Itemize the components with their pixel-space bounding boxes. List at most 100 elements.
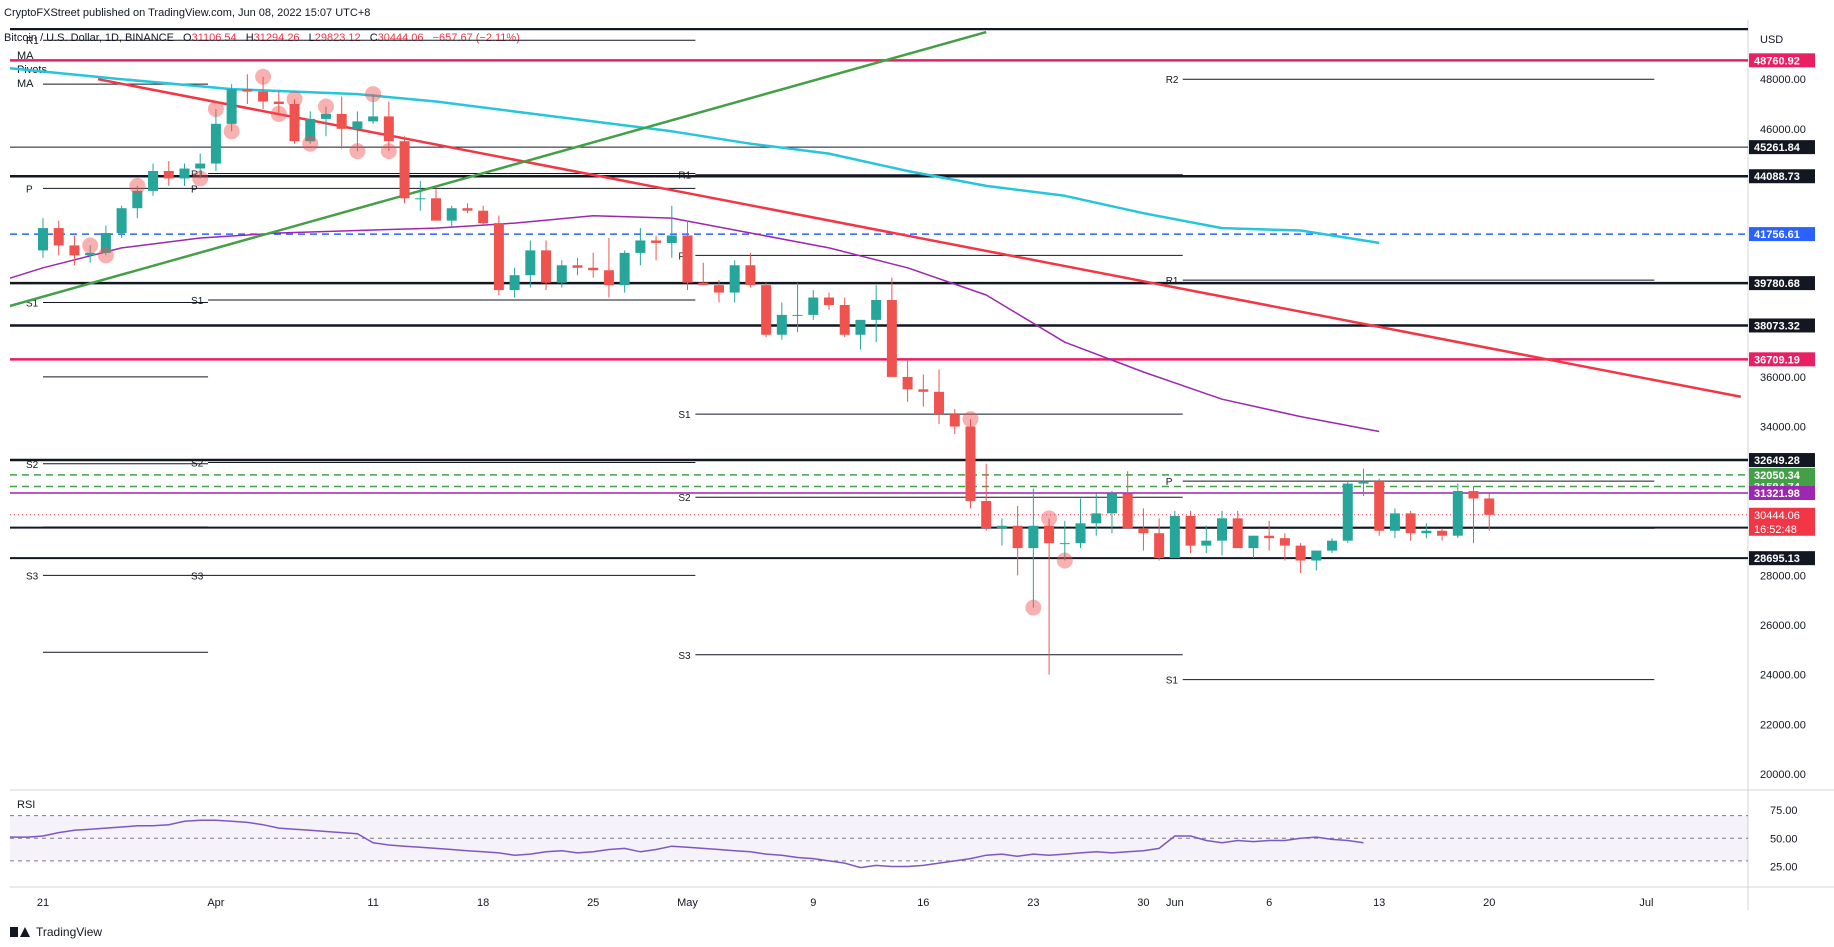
x-tick-label: 13 <box>1373 897 1385 909</box>
candle <box>855 319 866 350</box>
candle-body <box>1295 545 1306 561</box>
swing-point-marker <box>223 123 240 140</box>
pivot-label-s3: S3 <box>678 651 691 662</box>
candle-body <box>1185 515 1196 546</box>
candle-body <box>713 285 724 293</box>
level-price-label: 39780.68 <box>1754 278 1800 290</box>
uptrend-trendline <box>10 30 987 308</box>
x-tick-label: 6 <box>1266 897 1272 909</box>
candle-body <box>588 267 599 271</box>
candle-body <box>839 304 850 335</box>
pivot-label-s1: S1 <box>678 410 691 421</box>
candle-body <box>163 170 174 179</box>
y-tick-label: 34000.00 <box>1760 422 1806 434</box>
candle-body <box>572 265 583 268</box>
ohlc-line: Bitcoin / U.S. Dollar, 1D, BINANCE O3110… <box>4 32 520 44</box>
candle-body <box>1154 533 1165 559</box>
candle <box>1138 508 1149 551</box>
pivot-label-s2: S2 <box>191 459 204 470</box>
candle <box>1311 550 1322 571</box>
candle <box>116 205 127 238</box>
currency-label: USD <box>1760 34 1783 46</box>
candle <box>352 111 363 152</box>
candle-body <box>965 426 976 501</box>
y-tick-label: 24000.00 <box>1760 670 1806 682</box>
candle <box>1217 510 1227 556</box>
candle <box>556 260 567 288</box>
candle-body <box>478 210 489 224</box>
x-tick-label: 16 <box>917 897 929 909</box>
pivot-label-s1: S1 <box>26 298 39 309</box>
candle <box>682 220 693 291</box>
candle <box>1012 505 1023 576</box>
candle <box>1185 510 1196 554</box>
candle-body <box>320 113 331 119</box>
candle <box>713 280 724 303</box>
candle <box>69 235 80 266</box>
footer-brand: TradingView <box>36 925 103 939</box>
candle-body <box>792 314 803 316</box>
candle-body <box>493 223 504 291</box>
candle <box>824 292 834 310</box>
change-value: −657.67 (−2.11%) <box>432 32 520 44</box>
y-tick-label: 46000.00 <box>1760 124 1806 136</box>
level-price-label: 36709.19 <box>1754 354 1800 366</box>
candle-body <box>635 240 646 253</box>
candle <box>415 180 426 211</box>
pivot-label-s2: S2 <box>678 493 691 504</box>
candle <box>289 99 300 144</box>
candle <box>462 203 473 214</box>
level-price-tag <box>1749 467 1815 482</box>
level-price-label: 48760.92 <box>1754 55 1800 67</box>
candle <box>1358 468 1369 497</box>
swing-point-marker <box>207 100 224 117</box>
candle-body <box>1059 543 1070 545</box>
candle-body <box>824 297 834 305</box>
candle <box>1248 535 1259 559</box>
candle-body <box>1138 528 1149 534</box>
candle-body <box>1311 550 1322 561</box>
rsi-label: RSI <box>17 799 35 811</box>
candle-body <box>210 123 221 164</box>
candle-body <box>619 252 630 286</box>
candle-body <box>1374 481 1385 531</box>
candle-body <box>1028 525 1039 549</box>
level-price-tag <box>1749 169 1815 184</box>
candle <box>603 237 614 298</box>
candle <box>666 205 677 258</box>
candle <box>431 188 441 221</box>
legend-ma-1[interactable]: MA <box>17 50 34 62</box>
low-label: L <box>308 32 315 44</box>
candle-body <box>1075 523 1086 544</box>
candle-body <box>289 104 300 142</box>
candle-body <box>886 300 897 377</box>
level-price-label: 38073.32 <box>1754 320 1800 332</box>
candle <box>776 302 787 340</box>
candle-body <box>1122 493 1133 529</box>
candle-body <box>38 228 48 251</box>
candle <box>541 240 552 291</box>
candle <box>1405 510 1416 541</box>
candle-body <box>1389 513 1400 531</box>
swing-point-marker <box>1025 599 1042 616</box>
close-value: 30444.06 <box>377 32 424 44</box>
high-label: H <box>245 32 254 44</box>
legend-ma-2[interactable]: MA <box>17 78 34 90</box>
rsi-line <box>10 819 1364 869</box>
plot-area: R1PS1S2S3R1PS1S2S3R1PS1S2S3R2R1PS1 <box>10 28 1748 687</box>
rsi-area <box>10 819 1364 869</box>
rsi-tick-label: 50.00 <box>1770 833 1798 845</box>
candle-body <box>666 235 677 243</box>
candle <box>572 257 583 276</box>
candle <box>493 215 504 296</box>
candle <box>163 161 174 186</box>
candle-body <box>1232 518 1243 549</box>
candle <box>258 76 269 109</box>
swing-point-marker <box>192 170 209 187</box>
candle-body <box>1452 491 1463 536</box>
candle-body <box>415 198 426 200</box>
downtrend-trendline <box>97 77 1741 398</box>
pivot-label-p: P <box>678 251 685 262</box>
close-label: C <box>369 32 378 44</box>
